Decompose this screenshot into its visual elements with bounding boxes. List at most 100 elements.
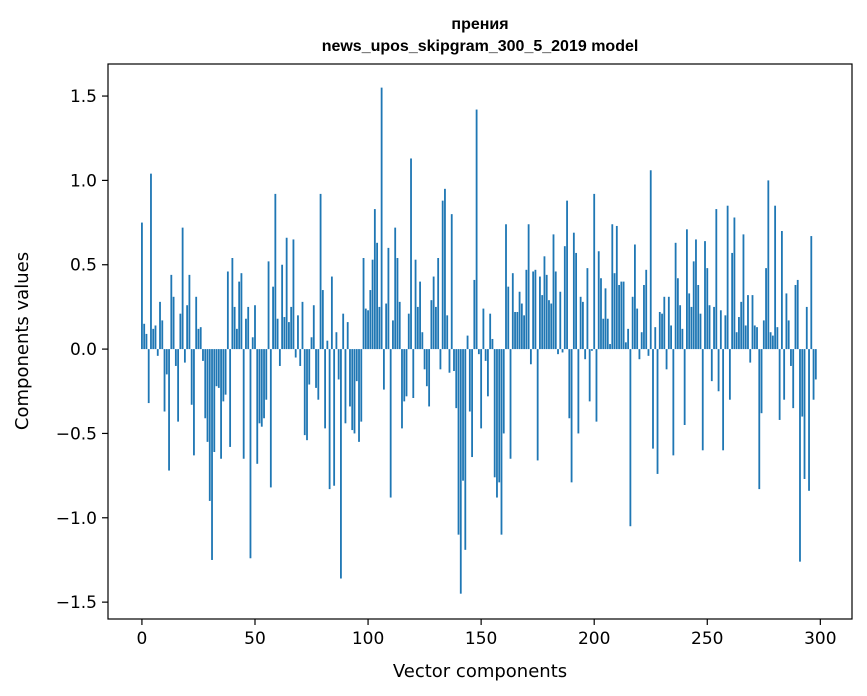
bar-component-4 [150, 173, 152, 350]
bar-component-271 [753, 325, 756, 350]
bar-component-26 [199, 327, 202, 350]
bar-component-155 [491, 338, 494, 350]
bar-component-17 [179, 313, 182, 350]
bar-component-130 [435, 306, 437, 350]
bar-component-191 [572, 232, 575, 350]
ticks-group: 0 50 100 150 200 250 300 −1.5 −1.0 −0.5 0.0 0.5 1.0 1… [56, 87, 837, 649]
bar-component-243 [690, 306, 693, 350]
bar-component-140 [457, 349, 460, 535]
bar-component-48 [249, 349, 252, 559]
bar-component-152 [484, 349, 487, 361]
bar-component-35 [220, 349, 222, 459]
bar-component-156 [493, 349, 496, 478]
bar-component-186 [561, 349, 564, 353]
bar-component-122 [416, 306, 419, 350]
bar-component-154 [489, 313, 492, 350]
bar-component-38 [226, 271, 229, 350]
bar-component-58 [272, 286, 274, 350]
bar-component-105 [378, 306, 381, 350]
bar-component-104 [376, 242, 379, 350]
bar-component-30 [208, 349, 211, 501]
bar-component-281 [776, 327, 779, 350]
bar-component-190 [570, 349, 573, 483]
bar-component-199 [591, 349, 593, 351]
bar-component-126 [425, 349, 428, 387]
x-tick-label: 150 [465, 629, 497, 649]
bar-component-295 [808, 349, 810, 491]
bar-component-88 [340, 349, 342, 579]
bar-component-85 [333, 349, 336, 486]
bar-component-10 [163, 349, 166, 412]
bar-component-283 [780, 231, 783, 350]
bar-component-128 [430, 300, 433, 350]
bar-component-215 [627, 328, 630, 350]
bar-component-162 [507, 286, 510, 350]
bar-component-66 [290, 306, 293, 350]
bar-component-182 [552, 234, 555, 350]
bar-component-32 [213, 349, 216, 452]
bar-component-145 [468, 349, 471, 412]
bar-component-176 [539, 276, 541, 350]
bar-component-99 [364, 308, 367, 350]
bar-component-227 [654, 327, 657, 350]
bar-component-15 [174, 349, 177, 366]
bar-component-166 [516, 311, 519, 350]
bar-component-298 [814, 349, 817, 380]
bar-component-232 [665, 349, 668, 370]
bar-component-169 [523, 315, 525, 350]
bar-component-290 [796, 279, 799, 350]
bar-component-50 [254, 305, 256, 350]
bar-component-292 [801, 349, 804, 417]
bar-component-118 [407, 313, 410, 350]
bar-component-47 [247, 306, 250, 350]
bar-component-84 [330, 276, 333, 350]
bar-component-60 [276, 318, 279, 350]
bar-component-36 [222, 349, 225, 402]
bar-component-110 [389, 349, 392, 498]
bar-component-53 [260, 349, 263, 427]
bar-component-238 [679, 305, 682, 350]
bar-component-179 [545, 274, 548, 350]
bar-component-73 [306, 349, 308, 441]
bar-component-202 [597, 251, 600, 350]
bar-component-2 [145, 333, 148, 350]
bar-component-127 [428, 349, 431, 407]
y-tick-label: −1.0 [56, 509, 97, 529]
bar-component-249 [704, 241, 706, 350]
bar-component-261 [731, 252, 734, 350]
bar-component-240 [683, 349, 686, 425]
bar-component-129 [432, 276, 435, 350]
bar-component-157 [496, 349, 498, 498]
bar-component-132 [439, 349, 442, 370]
bar-component-265 [740, 301, 743, 350]
bar-component-163 [509, 349, 512, 459]
bar-component-9 [161, 320, 164, 350]
bar-component-229 [658, 311, 661, 350]
bar-component-29 [206, 349, 209, 442]
bar-component-139 [455, 349, 458, 409]
bar-component-40 [231, 258, 234, 350]
bar-component-136 [448, 349, 451, 373]
bar-component-217 [631, 296, 634, 350]
bar-component-285 [785, 293, 788, 350]
bar-component-158 [498, 349, 501, 483]
bar-component-65 [288, 322, 290, 350]
bar-component-69 [297, 315, 299, 350]
bar-component-175 [536, 349, 539, 461]
bar-component-54 [263, 349, 265, 419]
chart-subtitle: news_upos_skipgram_300_5_2019 model [322, 38, 639, 55]
bar-component-194 [579, 296, 582, 350]
bar-component-221 [640, 332, 643, 350]
bar-component-23 [193, 349, 195, 456]
bar-component-82 [326, 340, 329, 350]
bar-component-203 [600, 278, 602, 350]
bar-component-76 [312, 305, 315, 350]
bar-component-247 [699, 313, 702, 350]
bar-component-123 [419, 281, 421, 350]
plot-frame [107, 63, 853, 620]
bar-component-235 [672, 349, 675, 456]
bar-component-218 [634, 244, 636, 350]
bar-component-184 [557, 349, 559, 355]
bar-component-81 [324, 349, 326, 429]
